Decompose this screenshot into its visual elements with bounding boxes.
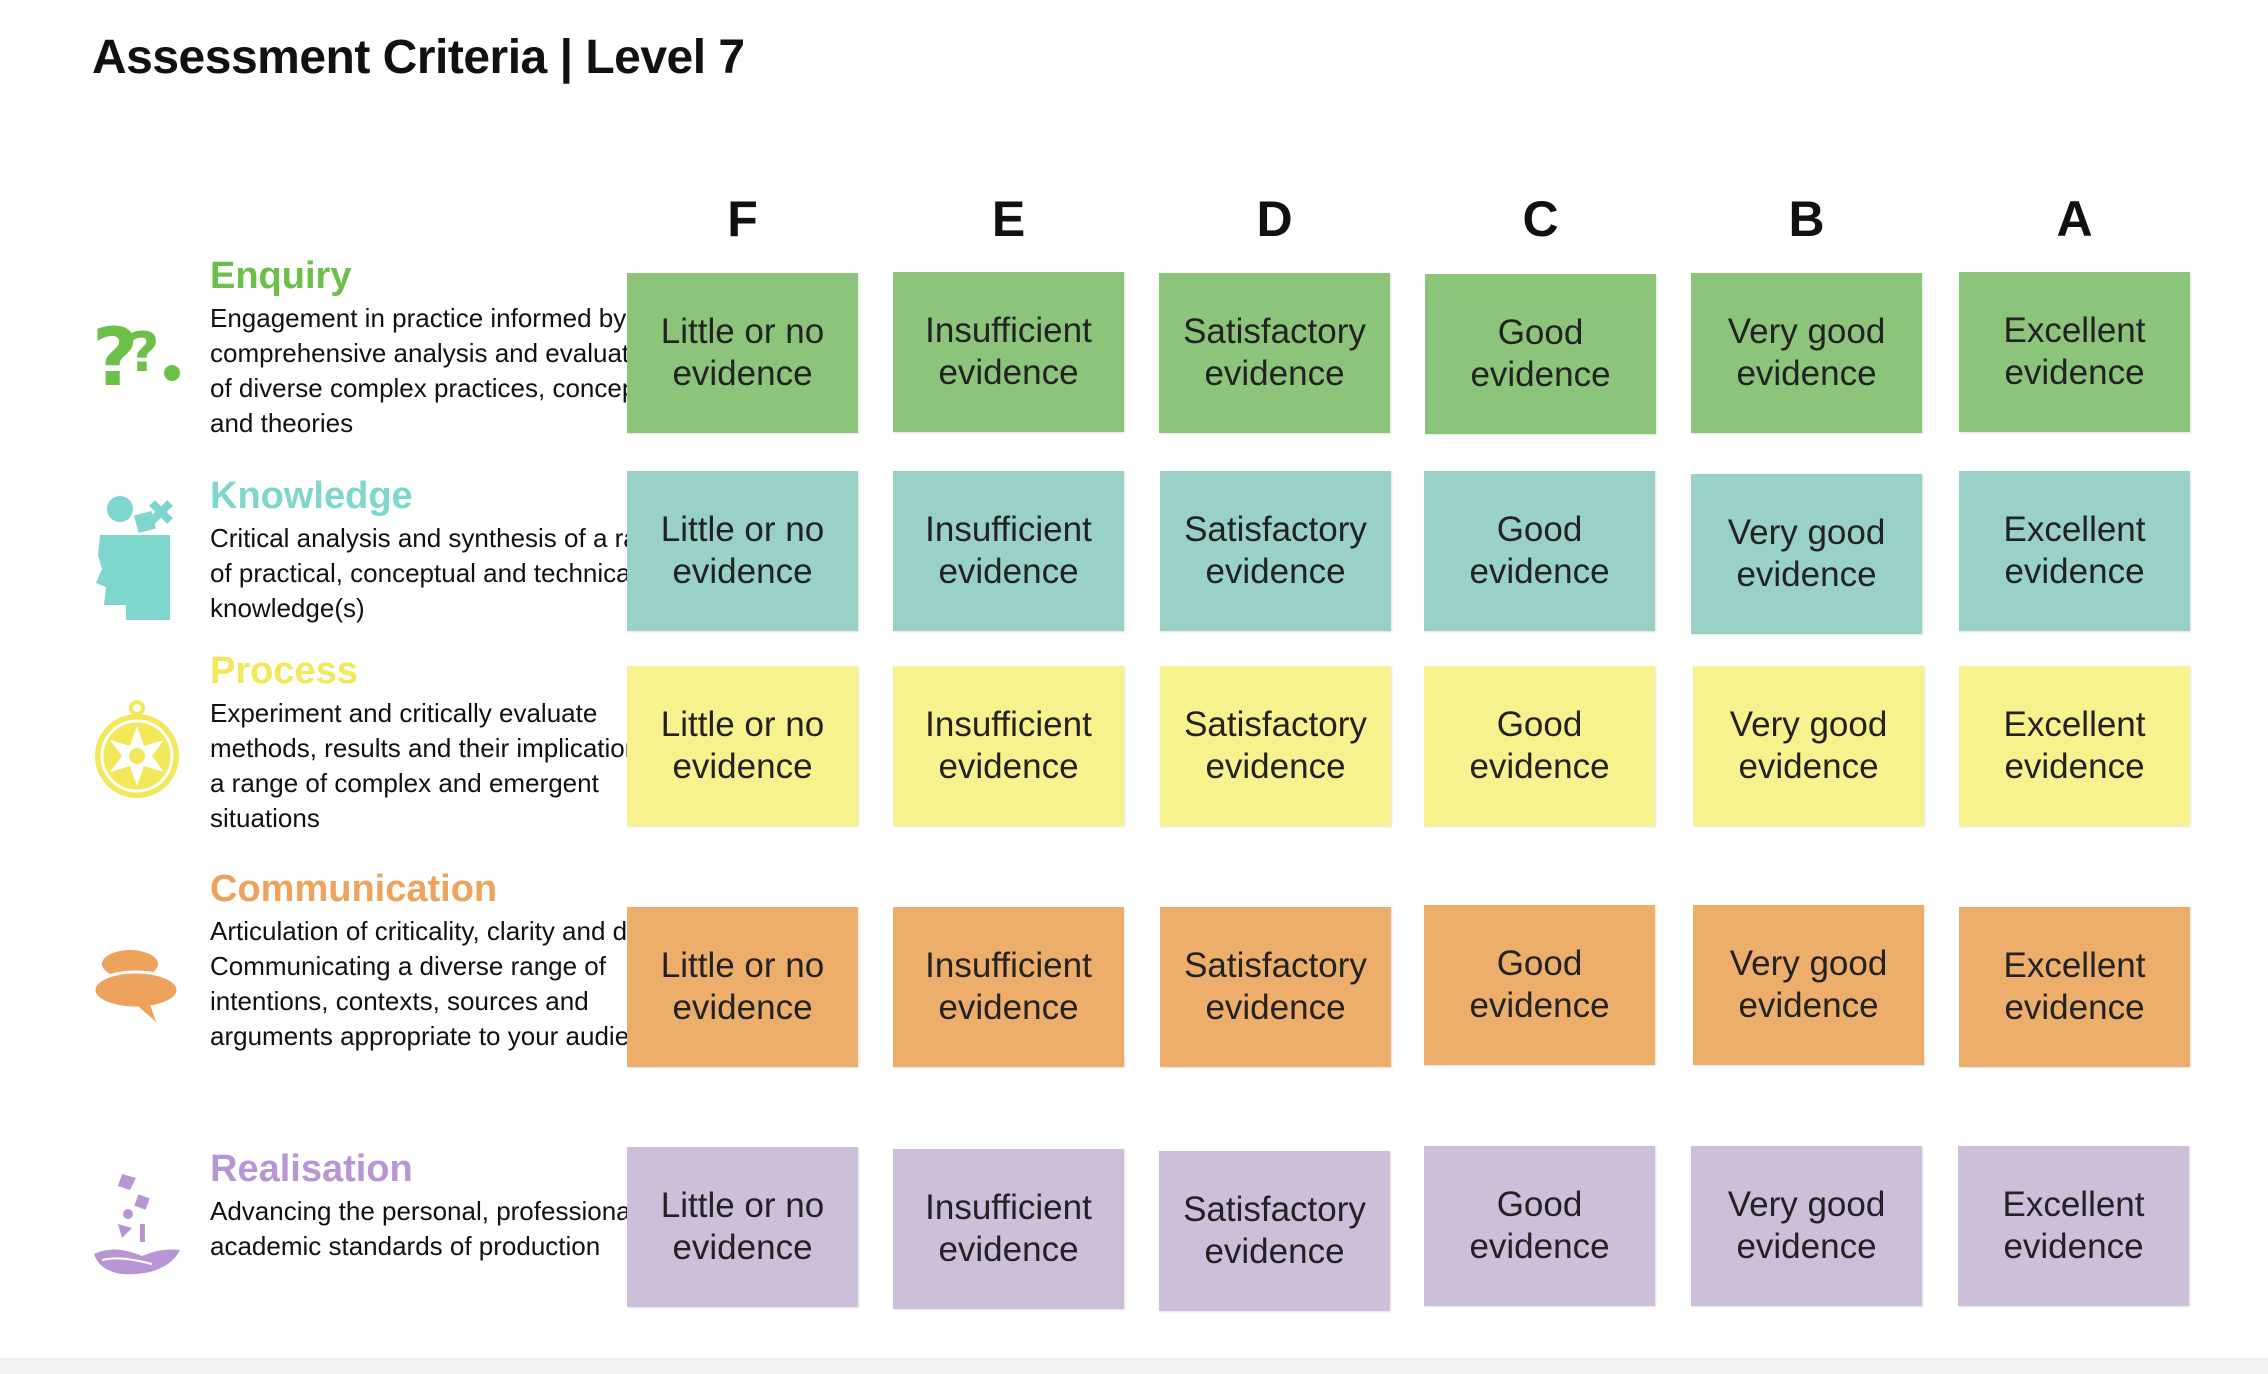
cell-enquiry-b: Very good evidence: [1691, 273, 1922, 433]
cell-communication-e: Insufficient evidence: [893, 907, 1124, 1067]
cell-process-f: Little or no evidence: [627, 666, 858, 826]
cell-communication-d: Satisfactory evidence: [1160, 907, 1391, 1067]
cell-realisation-f: Little or no evidence: [627, 1147, 858, 1307]
page-title: Assessment Criteria | Level 7: [92, 31, 745, 84]
compass-icon: [92, 700, 182, 798]
head-shapes-icon: [92, 495, 182, 620]
criterion-description: Advancing the personal, professional and…: [210, 1196, 687, 1261]
cell-enquiry-e: Insufficient evidence: [893, 272, 1124, 432]
cell-process-a: Excellent evidence: [1959, 666, 2190, 826]
question-marks-icon: ? ?: [92, 311, 182, 404]
criterion-description: Engagement in practice informed by compr…: [210, 303, 664, 438]
cell-communication-f: Little or no evidence: [627, 907, 858, 1067]
cell-realisation-a: Excellent evidence: [1958, 1146, 2189, 1306]
cell-realisation-c: Good evidence: [1424, 1146, 1655, 1306]
cell-realisation-d: Satisfactory evidence: [1159, 1151, 1390, 1311]
cell-knowledge-d: Satisfactory evidence: [1160, 471, 1391, 631]
hand-shapes-icon: [92, 1170, 182, 1275]
cell-process-d: Satisfactory evidence: [1160, 666, 1391, 826]
cell-knowledge-a: Excellent evidence: [1959, 471, 2190, 631]
criterion-enquiry: ? ? Enquiry Engagement in practice infor…: [92, 255, 664, 445]
cell-knowledge-c: Good evidence: [1424, 471, 1655, 631]
cell-realisation-e: Insufficient evidence: [893, 1149, 1124, 1309]
cell-enquiry-f: Little or no evidence: [627, 273, 858, 433]
cell-knowledge-b: Very good evidence: [1691, 474, 1922, 634]
criterion-description: Experiment and critically evaluate metho…: [210, 698, 680, 833]
svg-text:?: ?: [92, 313, 138, 403]
criterion-name: Enquiry: [210, 255, 352, 297]
svg-text:?: ?: [128, 321, 159, 384]
cell-knowledge-e: Insufficient evidence: [893, 471, 1124, 631]
grade-header-a: A: [2056, 191, 2093, 247]
speech-bubbles-icon: [92, 946, 182, 1036]
cell-enquiry-a: Excellent evidence: [1959, 272, 2190, 432]
criterion-name: Knowledge: [210, 475, 413, 517]
grade-header-b: B: [1788, 191, 1825, 247]
criterion-knowledge: Knowledge Critical analysis and synthesi…: [92, 475, 681, 635]
cell-enquiry-c: Good evidence: [1425, 274, 1656, 434]
cell-communication-c: Good evidence: [1424, 905, 1655, 1065]
criterion-process: Process Experiment and critically evalua…: [92, 650, 680, 840]
grade-header-c: C: [1522, 191, 1559, 247]
cell-communication-a: Excellent evidence: [1959, 907, 2190, 1067]
criterion-name: Communication: [210, 868, 498, 910]
criterion-name: Realisation: [210, 1148, 413, 1190]
footer-bar: [0, 1358, 2268, 1374]
cell-process-b: Very good evidence: [1693, 666, 1924, 826]
cell-knowledge-f: Little or no evidence: [627, 471, 858, 631]
cell-process-e: Insufficient evidence: [893, 666, 1124, 826]
criterion-description: Articulation of criticality, clarity and…: [210, 916, 685, 1051]
grade-header-e: E: [991, 191, 1026, 247]
criterion-realisation: Realisation Advancing the personal, prof…: [92, 1148, 687, 1308]
criterion-description: Critical analysis and synthesis of a ran…: [210, 523, 682, 623]
criterion-communication: Communication Articulation of criticalit…: [92, 868, 685, 1108]
cell-communication-b: Very good evidence: [1693, 905, 1924, 1065]
grade-header-f: F: [727, 191, 758, 247]
cell-enquiry-d: Satisfactory evidence: [1159, 273, 1390, 433]
cell-realisation-b: Very good evidence: [1691, 1146, 1922, 1306]
cell-process-c: Good evidence: [1424, 666, 1655, 826]
criterion-name: Process: [210, 650, 358, 692]
grade-header-d: D: [1256, 191, 1293, 247]
